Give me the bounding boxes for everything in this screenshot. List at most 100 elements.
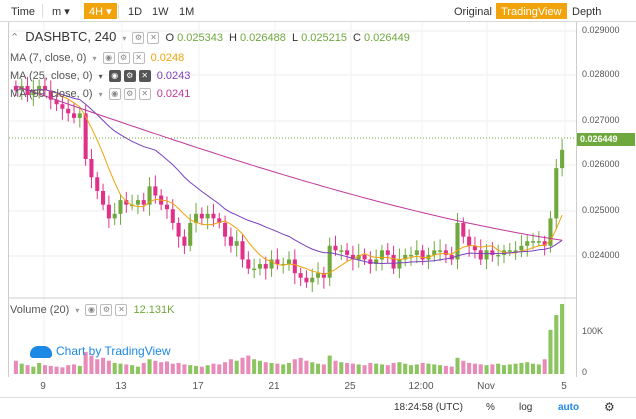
settings-icon[interactable]: ⚙ — [100, 304, 113, 317]
view-depth[interactable]: Depth — [572, 6, 602, 18]
volume-bar — [292, 359, 297, 374]
volume-bar — [269, 362, 274, 374]
volume-bar — [542, 359, 547, 374]
volume-bar — [478, 364, 483, 374]
price-axis[interactable]: 0.029000 0.028000 0.027000 0.026000 0.025000… — [576, 22, 636, 377]
candle-body — [71, 113, 77, 118]
candle-body — [188, 222, 193, 246]
gear-icon[interactable]: ⚙ — [604, 400, 615, 414]
candle-body — [333, 245, 338, 251]
eye-icon[interactable]: ◉ — [108, 70, 121, 83]
percent-toggle[interactable]: % — [486, 402, 495, 413]
close-icon[interactable]: ✕ — [138, 88, 151, 101]
settings-icon[interactable]: ⚙ — [123, 88, 136, 101]
volume-bar — [101, 357, 106, 374]
eye-icon[interactable]: ◉ — [85, 304, 98, 317]
price-chart[interactable] — [9, 22, 577, 377]
candle-body — [339, 250, 344, 252]
volume-value: 12.131K — [133, 304, 175, 316]
volume-bar — [496, 363, 501, 374]
volume-bar — [240, 357, 245, 374]
volume-bar — [507, 364, 512, 374]
volume-bar — [443, 365, 448, 374]
auto-toggle[interactable]: auto — [558, 402, 580, 413]
settings-icon[interactable]: ⚙ — [117, 52, 130, 65]
volume-bar — [159, 362, 164, 374]
date-tick-label: 25 — [344, 381, 356, 392]
dropdown-icon[interactable]: ▾ — [122, 34, 127, 43]
candle-body — [507, 250, 512, 252]
candle-body — [182, 236, 187, 246]
candle-body — [37, 85, 42, 91]
candle-body — [292, 259, 297, 274]
candle-body — [31, 90, 36, 96]
timeframe-1d[interactable]: 1D — [128, 6, 143, 18]
candle-body — [54, 99, 59, 105]
candle-body — [176, 222, 181, 237]
candle-body — [42, 85, 47, 91]
candle-body — [95, 177, 100, 191]
date-tick-label: 5 — [561, 381, 567, 392]
volume-bar — [467, 362, 472, 374]
candle-body — [106, 204, 111, 219]
eye-icon[interactable]: ◉ — [108, 88, 121, 101]
volume-bar — [397, 362, 402, 374]
close-icon[interactable]: ✕ — [138, 70, 151, 83]
view-tradingview[interactable]: TradingView — [496, 3, 567, 19]
timeframe-1w[interactable]: 1W — [152, 6, 169, 18]
volume-bar — [37, 362, 42, 374]
dropdown-icon[interactable]: ▾ — [75, 306, 80, 315]
candle-body — [252, 268, 257, 271]
volume-bar — [112, 362, 117, 374]
timeframe-1m[interactable]: 1M — [179, 6, 195, 18]
volume-bar — [188, 365, 193, 374]
volume-bar — [356, 364, 361, 374]
close-icon[interactable]: ✕ — [132, 52, 145, 65]
settings-icon[interactable]: ⚙ — [123, 70, 136, 83]
volume-bar — [211, 363, 216, 374]
ma99-value: 0.0241 — [156, 88, 191, 100]
ma25-line — [15, 87, 563, 265]
volume-bar — [31, 366, 36, 374]
settings-icon[interactable]: ⚙ — [132, 32, 145, 45]
candle-body — [147, 186, 152, 205]
candle-body — [467, 236, 472, 246]
chart-area[interactable] — [8, 22, 577, 377]
timeframe-m[interactable]: m ▾ — [52, 6, 70, 18]
low-label: L — [291, 32, 299, 44]
candle-body — [141, 200, 146, 205]
dropdown-icon[interactable]: ▾ — [98, 72, 103, 81]
dropdown-icon[interactable]: ▾ — [92, 54, 97, 63]
timeframe-4h[interactable]: 4H ▾ — [84, 3, 117, 19]
close-icon[interactable]: ✕ — [147, 32, 160, 45]
volume-bar — [135, 366, 140, 374]
volume-bar — [490, 364, 495, 374]
view-original[interactable]: Original — [454, 6, 492, 18]
candle-body — [414, 250, 419, 255]
toolbar-separator — [118, 4, 119, 18]
date-tick-label: 12:00 — [408, 381, 434, 392]
eye-icon[interactable]: ◉ — [102, 52, 115, 65]
volume-bar — [263, 362, 268, 374]
dropdown-icon[interactable]: ▾ — [98, 90, 103, 99]
candle-body — [443, 250, 448, 255]
chevron-up-icon[interactable]: ⌃ — [10, 32, 20, 44]
date-axis[interactable]: 9 13 17 21 25 12:00 Nov 5 — [8, 377, 576, 397]
timeframe-time[interactable]: Time — [11, 6, 36, 18]
log-toggle[interactable]: log — [519, 402, 533, 413]
candle-body — [513, 250, 518, 252]
ma7-value: 0.0248 — [150, 52, 185, 64]
date-tick-label: 17 — [192, 381, 204, 392]
candle-body — [228, 236, 233, 246]
volume-bar — [164, 361, 170, 374]
cloud-icon — [30, 345, 52, 358]
candle-body — [408, 254, 414, 257]
close-icon[interactable]: ✕ — [115, 304, 128, 317]
candle-body — [217, 218, 222, 223]
ma7-line — [15, 87, 563, 276]
tradingview-watermark[interactable]: Chart by TradingView — [30, 344, 171, 358]
candle-body — [449, 254, 454, 260]
ma99-label: MA (99, close, 0) — [10, 88, 93, 100]
volume-bar — [71, 364, 77, 374]
candle-body — [286, 259, 292, 265]
